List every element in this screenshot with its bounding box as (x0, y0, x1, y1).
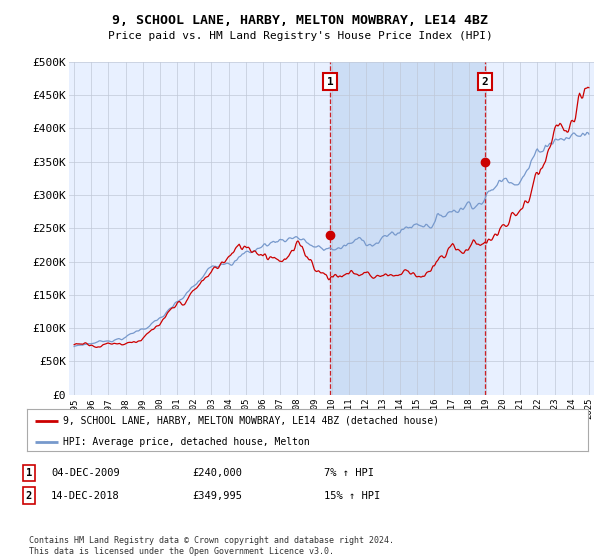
Text: 1: 1 (327, 77, 334, 87)
Text: 9, SCHOOL LANE, HARBY, MELTON MOWBRAY, LE14 4BZ: 9, SCHOOL LANE, HARBY, MELTON MOWBRAY, L… (112, 14, 488, 27)
Bar (330, 62, 485, 395)
Text: 15% ↑ HPI: 15% ↑ HPI (324, 491, 380, 501)
Text: 1: 1 (26, 468, 32, 478)
Text: £349,995: £349,995 (192, 491, 242, 501)
Text: 2: 2 (26, 491, 32, 501)
Text: £240,000: £240,000 (192, 468, 242, 478)
Text: HPI: Average price, detached house, Melton: HPI: Average price, detached house, Melt… (64, 437, 310, 446)
Text: 7% ↑ HPI: 7% ↑ HPI (324, 468, 374, 478)
Text: 14-DEC-2018: 14-DEC-2018 (51, 491, 120, 501)
Text: 9, SCHOOL LANE, HARBY, MELTON MOWBRAY, LE14 4BZ (detached house): 9, SCHOOL LANE, HARBY, MELTON MOWBRAY, L… (64, 416, 439, 426)
Text: Contains HM Land Registry data © Crown copyright and database right 2024.
This d: Contains HM Land Registry data © Crown c… (29, 536, 394, 556)
Text: Price paid vs. HM Land Registry's House Price Index (HPI): Price paid vs. HM Land Registry's House … (107, 31, 493, 41)
Text: 04-DEC-2009: 04-DEC-2009 (51, 468, 120, 478)
Text: 2: 2 (482, 77, 488, 87)
